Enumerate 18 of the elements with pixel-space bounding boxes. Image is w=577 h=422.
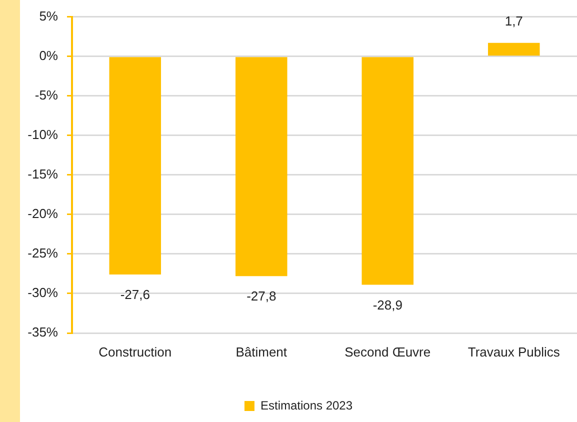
y-tick-label: -5% <box>34 87 58 102</box>
y-tick-label: -20% <box>28 206 58 222</box>
y-tick-label: -35% <box>28 324 58 340</box>
x-tick-label: Bâtiment <box>236 344 288 360</box>
y-tick-label: -25% <box>28 246 58 261</box>
legend-label: Estimations 2023 <box>260 398 353 412</box>
y-tick-label: -10% <box>28 126 58 142</box>
data-label: -27,8 <box>246 288 276 304</box>
x-tick-label: Travaux Publics <box>468 344 560 360</box>
x-tick-label: Construction <box>98 344 172 360</box>
y-tick-label: 0% <box>39 48 58 63</box>
x-tick-label: Second Œuvre <box>344 344 431 360</box>
data-label: -28,9 <box>372 297 402 312</box>
y-tick-label: -30% <box>28 285 58 300</box>
y-tick-label: 5% <box>39 8 58 24</box>
y-tick-label: -15% <box>28 166 58 182</box>
data-label: -27,6 <box>120 287 150 302</box>
data-label: 1,7 <box>504 13 523 28</box>
